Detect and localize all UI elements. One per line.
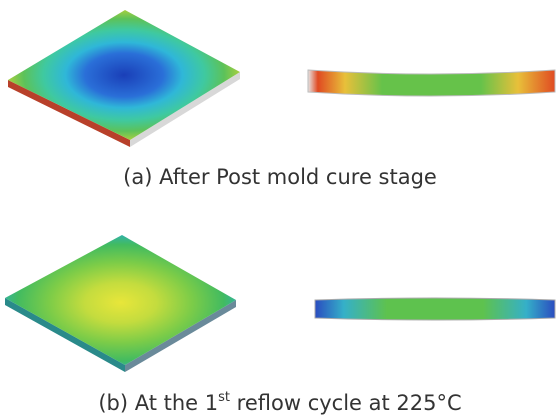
caption-a: (a) After Post mold cure stage	[123, 165, 437, 189]
side-b	[315, 298, 555, 320]
caption-b-text: reflow cycle at 225°C	[230, 391, 462, 415]
caption-b-text: (b) At the 1	[98, 391, 218, 415]
figure: (a) After Post mold cure stage (b) At th…	[0, 0, 559, 420]
caption-b: (b) At the 1st reflow cycle at 225°C	[98, 390, 461, 415]
caption-b-superscript: st	[218, 390, 230, 405]
plate-b	[5, 235, 236, 372]
plate-a	[8, 10, 240, 147]
side-a	[308, 70, 555, 96]
